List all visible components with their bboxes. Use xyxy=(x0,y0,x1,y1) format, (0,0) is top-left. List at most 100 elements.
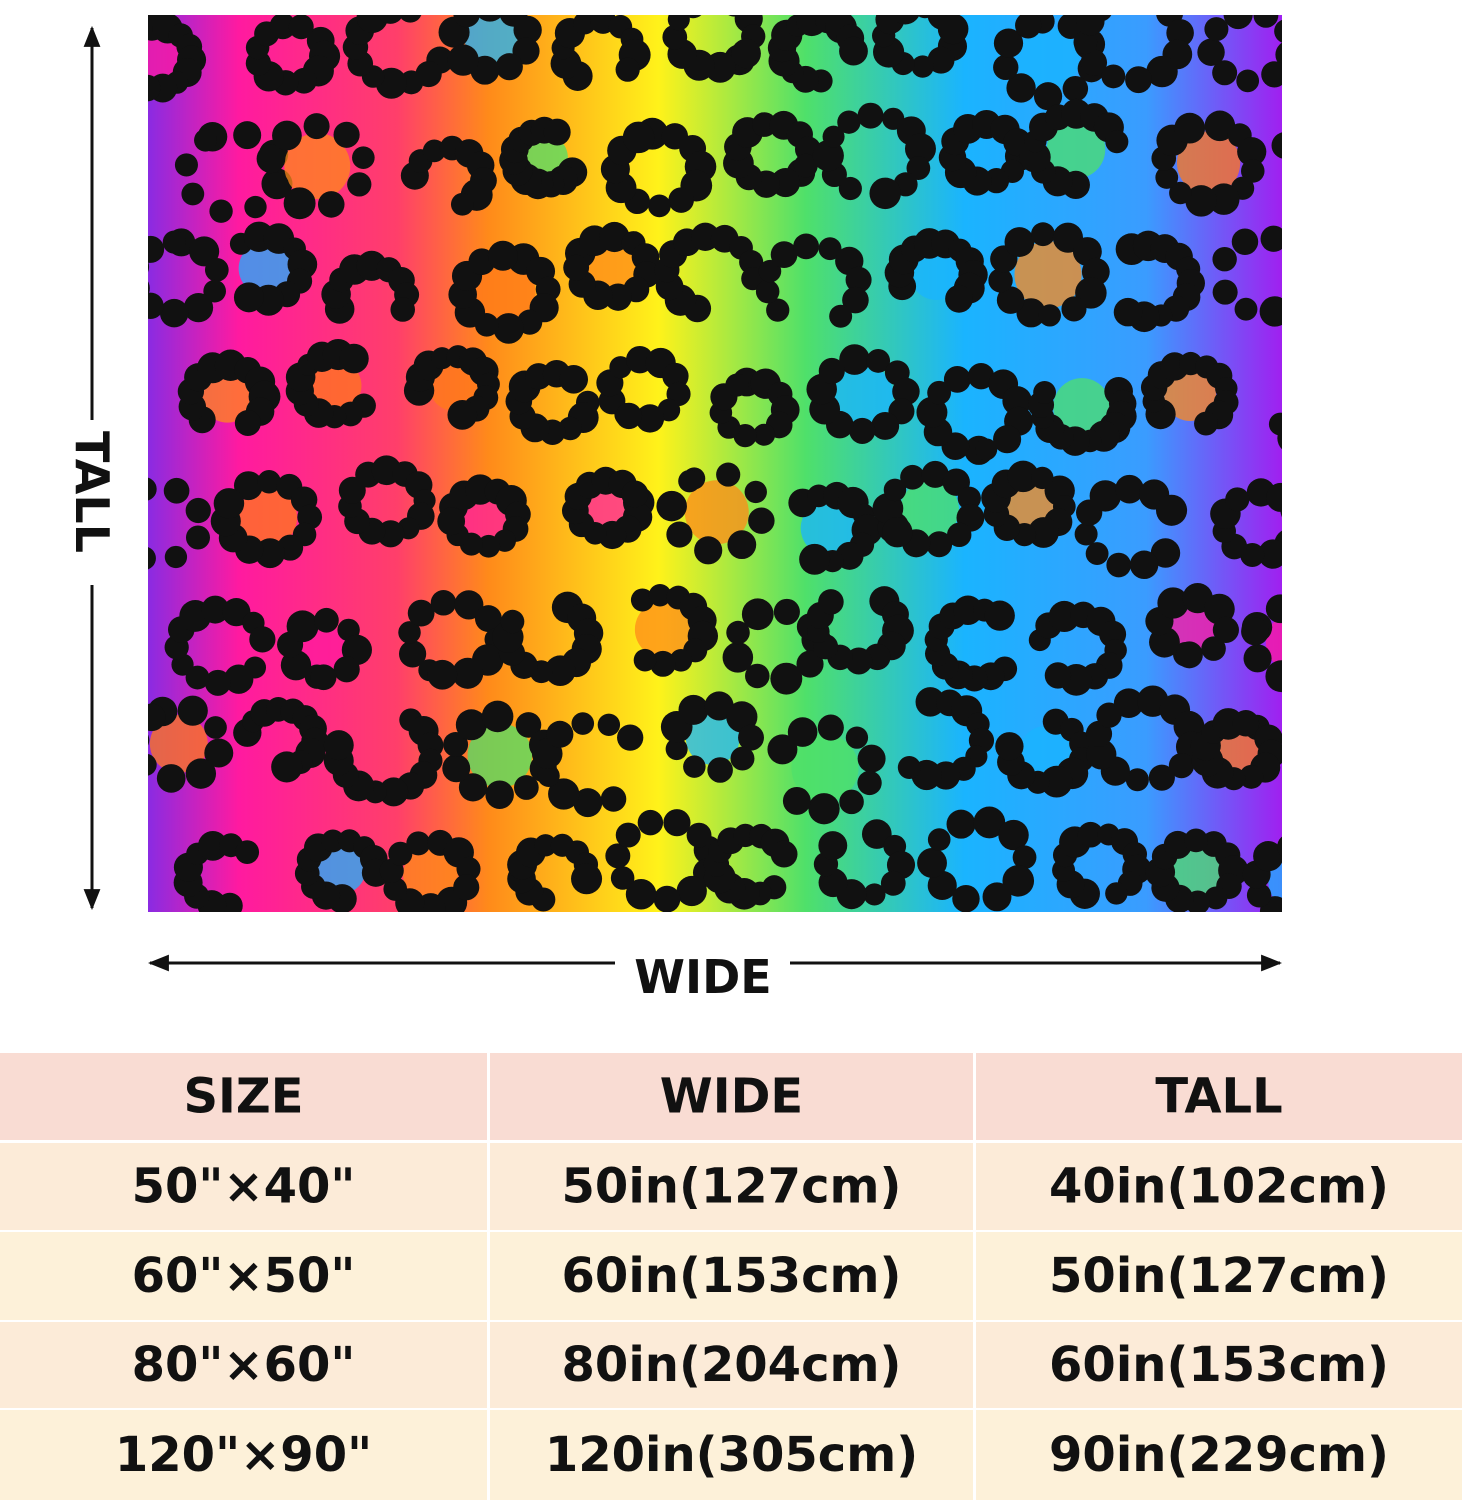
spot-center xyxy=(1289,382,1346,439)
spot-dot xyxy=(637,809,664,836)
spot-dot xyxy=(1105,882,1128,905)
spot-dot xyxy=(1174,112,1206,144)
spot-dot xyxy=(1265,594,1282,624)
spot-dot xyxy=(1168,752,1195,779)
spot-dot xyxy=(1258,539,1282,569)
spot-dot xyxy=(883,478,907,502)
spot-dot xyxy=(818,831,848,860)
spot-dot xyxy=(967,363,995,390)
spot-dot xyxy=(943,365,971,393)
spot-center xyxy=(800,500,856,556)
spot-dot xyxy=(869,177,901,210)
spot-dot xyxy=(694,536,723,565)
spot-dot xyxy=(213,488,245,519)
spot-dot xyxy=(904,133,936,165)
spot-dot xyxy=(163,477,190,504)
table-cell-text: 120in(305cm) xyxy=(545,1427,918,1483)
spot-dot xyxy=(156,764,186,793)
spot-dot xyxy=(686,822,712,848)
spot-dot xyxy=(422,139,446,163)
spot-dot xyxy=(204,669,231,696)
spot-dot xyxy=(927,870,957,901)
spot-dot xyxy=(1101,64,1126,89)
spot-dot xyxy=(758,259,782,283)
spot-dot xyxy=(1166,19,1194,47)
spot-center xyxy=(685,711,740,765)
spot-dot xyxy=(406,831,431,856)
spot-dot xyxy=(148,235,165,263)
spot-dot xyxy=(407,599,435,627)
table-cell-text: 60"×50" xyxy=(132,1248,356,1304)
spot-dot xyxy=(728,15,740,17)
spot-dot xyxy=(269,15,296,40)
spot-dot xyxy=(666,521,693,548)
spot-dot xyxy=(1185,185,1217,217)
spot-center xyxy=(684,480,749,545)
spot-dot xyxy=(818,237,842,261)
spot-dot xyxy=(897,756,921,779)
spot-dot xyxy=(280,650,312,681)
spot-dot xyxy=(148,281,150,296)
spot-dot xyxy=(625,878,657,910)
spot-dot xyxy=(1332,158,1362,188)
spot-dot xyxy=(379,777,409,807)
spot-dot xyxy=(513,15,542,45)
spot-dot xyxy=(1074,522,1098,546)
spot-dot xyxy=(481,700,514,733)
spot-dot xyxy=(1006,73,1036,103)
spot-dot xyxy=(993,54,1019,81)
spot-dot xyxy=(1194,411,1218,436)
spot-dot xyxy=(842,286,869,314)
spot-center xyxy=(429,361,479,411)
spot-dot xyxy=(453,15,480,28)
spot-dot xyxy=(1031,222,1055,247)
table-cell xyxy=(0,1143,487,1230)
spot-dot xyxy=(745,663,770,689)
spot-dot xyxy=(571,712,595,735)
table-cell xyxy=(490,1322,973,1408)
table-cell-text: 60in(153cm) xyxy=(562,1248,902,1304)
spot-dot xyxy=(333,121,360,148)
spot-center xyxy=(634,601,692,658)
spot-dot xyxy=(1002,865,1035,897)
spot-dot xyxy=(766,298,790,322)
spot-dot xyxy=(818,357,845,385)
spot-dot xyxy=(1157,587,1189,619)
table-cell-text: 40in(102cm) xyxy=(1049,1159,1389,1215)
spot-dot xyxy=(927,828,951,851)
table-cell-text: 50in(127cm) xyxy=(562,1159,902,1215)
spot-dot xyxy=(1148,764,1175,791)
spot-center xyxy=(238,242,292,295)
spot-dot xyxy=(1175,641,1203,669)
spot-dot xyxy=(946,809,976,839)
spot-dot xyxy=(338,476,366,504)
spot-dot xyxy=(201,595,230,624)
spot-dot xyxy=(622,121,655,154)
spot-dot xyxy=(148,734,150,746)
spot-dot xyxy=(185,497,211,524)
spot-dot xyxy=(953,595,983,625)
spot-dot xyxy=(1016,298,1046,328)
spot-dot xyxy=(563,254,590,281)
spot-center xyxy=(1176,131,1241,195)
spot-dot xyxy=(857,744,886,773)
spot-dot xyxy=(1260,225,1282,252)
spot-dot xyxy=(185,665,210,690)
spot-dot xyxy=(204,716,227,739)
spot-center xyxy=(1017,27,1080,90)
spot-dot xyxy=(559,364,588,394)
spot-center xyxy=(910,248,963,301)
spot-dot xyxy=(185,758,217,789)
spot-dot xyxy=(915,687,946,717)
spot-dot xyxy=(244,195,267,219)
spot-dot xyxy=(1253,15,1279,28)
spot-dot xyxy=(1105,130,1129,154)
spot-dot xyxy=(1240,159,1265,183)
spot-dot xyxy=(262,172,290,199)
spot-dot xyxy=(1113,297,1143,327)
spot-dot xyxy=(1004,227,1035,257)
spot-dot xyxy=(755,279,780,304)
spot-dot xyxy=(1274,19,1282,43)
spot-dot xyxy=(998,819,1029,851)
